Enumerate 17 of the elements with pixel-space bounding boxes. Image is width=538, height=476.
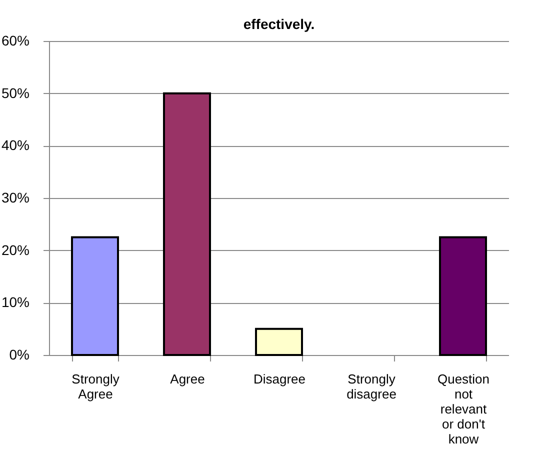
y-tick-label: 40% xyxy=(1,137,30,154)
y-tick-label: 0% xyxy=(9,346,30,362)
bar xyxy=(255,328,303,356)
x-tick-label: Strongly Agree xyxy=(72,372,120,402)
x-tick-label: Question not relevant or don't know xyxy=(437,372,490,446)
y-tick-label: 50% xyxy=(1,84,30,101)
x-tick-label: Strongly disagree xyxy=(346,372,396,402)
bar xyxy=(439,236,487,356)
y-tick-label: 30% xyxy=(1,190,30,206)
bar xyxy=(71,236,119,356)
x-tick-label: Disagree xyxy=(253,372,306,386)
chart-title: effectively. xyxy=(243,16,315,32)
y-tick-label: 20% xyxy=(1,242,30,258)
y-tick-label: 10% xyxy=(1,294,30,310)
y-tick-label: 60% xyxy=(1,32,30,48)
bar xyxy=(163,92,211,356)
x-tick-label: Agree xyxy=(170,372,205,386)
